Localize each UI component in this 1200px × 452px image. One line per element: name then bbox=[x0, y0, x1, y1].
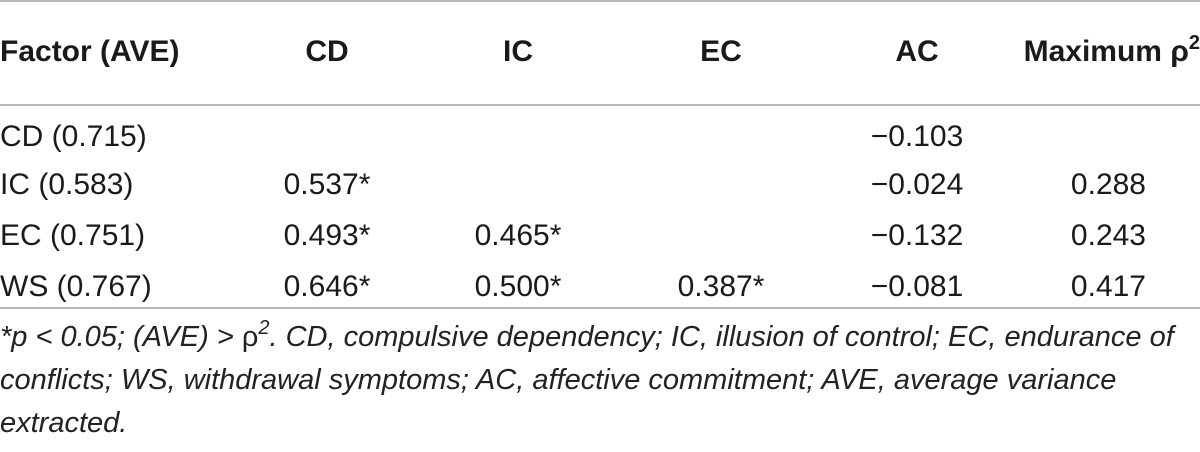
header-ec: EC bbox=[700, 35, 742, 68]
table-row: EC (0.751) 0.493* 0.465* −0.132 0.243 bbox=[0, 211, 1200, 262]
cell-cd: 0.537* bbox=[283, 168, 371, 202]
footnote-rho-exponent: 2 bbox=[258, 317, 270, 339]
cell-max: 0.288 bbox=[1070, 168, 1146, 202]
table-row: IC (0.583) 0.537* −0.024 0.288 bbox=[0, 160, 1200, 211]
top-rule bbox=[0, 0, 1200, 2]
header-cd: CD bbox=[305, 35, 349, 68]
cell-factor: CD (0.715) bbox=[0, 120, 147, 153]
cell-cd bbox=[242, 104, 412, 160]
cell-max bbox=[1016, 104, 1200, 160]
header-rule bbox=[0, 104, 1200, 106]
cell-factor: WS (0.767) bbox=[0, 269, 152, 303]
header-factor: Factor (AVE) bbox=[0, 35, 180, 68]
header-row: Factor (AVE) CD IC EC AC Maximum ρ2 bbox=[0, 0, 1200, 104]
cell-ic bbox=[412, 104, 624, 160]
header-ic: IC bbox=[503, 35, 533, 68]
header-ac: AC bbox=[895, 35, 939, 68]
cell-ec bbox=[624, 211, 818, 262]
footnote-part1: *p < 0.05; (AVE) > bbox=[0, 321, 242, 353]
cell-ac: −0.081 bbox=[870, 269, 964, 303]
cell-ec bbox=[624, 160, 818, 211]
header-maximum-rho-label: Maximum ρ bbox=[1023, 35, 1189, 68]
footnote-rho: ρ bbox=[241, 321, 259, 353]
footnote-part2: . CD, compulsive dependency; IC, illusio… bbox=[0, 321, 1174, 439]
cell-max: 0.243 bbox=[1070, 219, 1146, 253]
cell-ic: 0.465* bbox=[474, 219, 562, 253]
table-footnote: *p < 0.05; (AVE) > ρ2. CD, compulsive de… bbox=[0, 316, 1196, 445]
cell-ic: 0.500* bbox=[474, 269, 562, 303]
cell-ec bbox=[624, 104, 818, 160]
cell-cd: 0.493* bbox=[283, 219, 371, 253]
bottom-rule bbox=[0, 307, 1200, 309]
correlation-table: Factor (AVE) CD IC EC AC Maximum ρ2 CD (… bbox=[0, 0, 1200, 313]
cell-max: 0.417 bbox=[1070, 269, 1146, 303]
cell-factor: IC (0.583) bbox=[0, 168, 134, 202]
cell-ic bbox=[412, 160, 624, 211]
cell-ac: −0.024 bbox=[870, 168, 964, 202]
cell-ec: 0.387* bbox=[677, 269, 765, 303]
cell-ac: −0.103 bbox=[870, 120, 964, 153]
header-rho-exponent: 2 bbox=[1188, 32, 1200, 54]
cell-ac: −0.132 bbox=[870, 219, 964, 253]
table-row: CD (0.715) −0.103 bbox=[0, 104, 1200, 160]
header-maximum-rho: Maximum ρ2 bbox=[1016, 0, 1200, 104]
cell-factor: EC (0.751) bbox=[0, 219, 146, 253]
table-row: WS (0.767) 0.646* 0.500* 0.387* −0.081 0… bbox=[0, 262, 1200, 313]
cell-cd: 0.646* bbox=[283, 269, 371, 303]
